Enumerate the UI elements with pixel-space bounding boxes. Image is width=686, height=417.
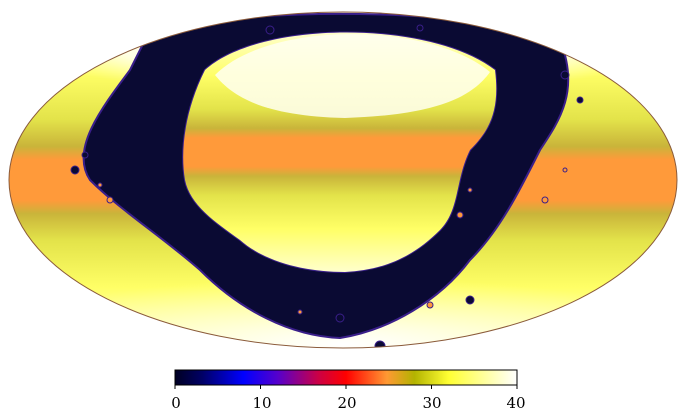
colorbar-tick-label-1: 10 xyxy=(252,394,272,412)
colorbar xyxy=(174,369,518,386)
dark-specks xyxy=(70,24,584,348)
colorbar-tick-label-0: 0 xyxy=(171,394,181,412)
colorbar-tick-label-2: 20 xyxy=(337,394,357,412)
edge-specks xyxy=(97,167,568,315)
inner-cap xyxy=(215,34,490,118)
map-outline xyxy=(8,11,678,349)
colorbar-tick-label-4: 40 xyxy=(506,394,526,412)
colorbar-tick-label-3: 30 xyxy=(422,394,442,412)
colorbar-ticks xyxy=(174,385,518,389)
